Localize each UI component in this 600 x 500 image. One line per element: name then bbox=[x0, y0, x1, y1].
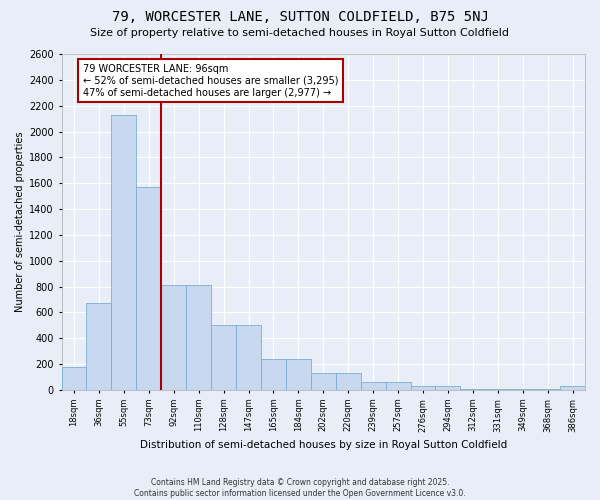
Text: 79, WORCESTER LANE, SUTTON COLDFIELD, B75 5NJ: 79, WORCESTER LANE, SUTTON COLDFIELD, B7… bbox=[112, 10, 488, 24]
Bar bbox=[86, 304, 112, 390]
Bar bbox=[211, 326, 236, 390]
Bar bbox=[136, 187, 161, 390]
X-axis label: Distribution of semi-detached houses by size in Royal Sutton Coldfield: Distribution of semi-detached houses by … bbox=[140, 440, 507, 450]
Bar bbox=[62, 367, 86, 390]
Bar bbox=[560, 386, 585, 390]
Text: 79 WORCESTER LANE: 96sqm
← 52% of semi-detached houses are smaller (3,295)
47% o: 79 WORCESTER LANE: 96sqm ← 52% of semi-d… bbox=[83, 64, 338, 98]
Bar bbox=[261, 359, 286, 390]
Bar bbox=[460, 388, 485, 390]
Bar bbox=[386, 382, 410, 390]
Bar bbox=[311, 373, 336, 390]
Bar bbox=[286, 359, 311, 390]
Bar bbox=[436, 386, 460, 390]
Bar bbox=[161, 286, 186, 390]
Text: Size of property relative to semi-detached houses in Royal Sutton Coldfield: Size of property relative to semi-detach… bbox=[91, 28, 509, 38]
Text: Contains HM Land Registry data © Crown copyright and database right 2025.
Contai: Contains HM Land Registry data © Crown c… bbox=[134, 478, 466, 498]
Bar bbox=[485, 388, 510, 390]
Y-axis label: Number of semi-detached properties: Number of semi-detached properties bbox=[15, 132, 25, 312]
Bar bbox=[410, 386, 436, 390]
Bar bbox=[236, 326, 261, 390]
Bar bbox=[186, 286, 211, 390]
Bar bbox=[336, 373, 361, 390]
Bar bbox=[112, 114, 136, 390]
Bar bbox=[361, 382, 386, 390]
